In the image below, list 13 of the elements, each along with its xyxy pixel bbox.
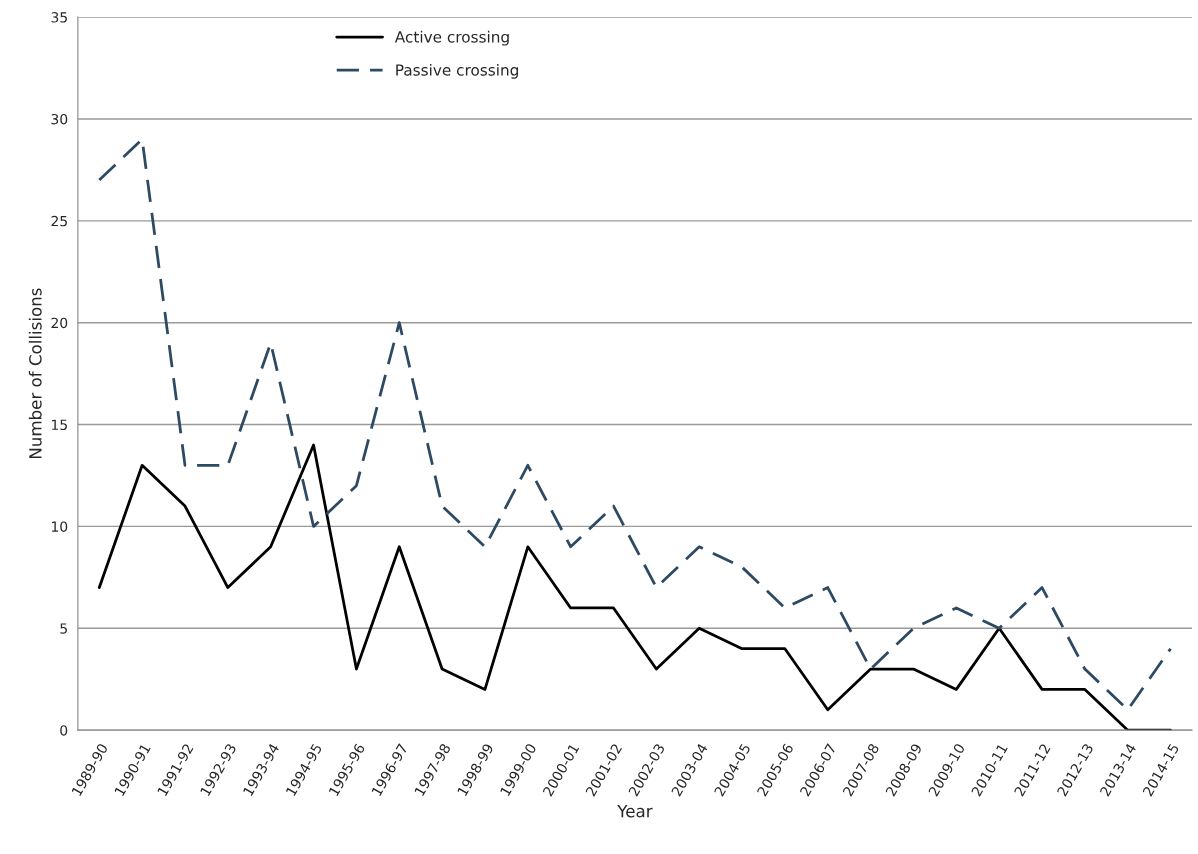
x-axis-title: Year xyxy=(617,805,653,818)
y-axis-title: Number of Collisions xyxy=(28,288,42,459)
legend-label: Passive crossing xyxy=(396,63,518,79)
y-tick-label: 10 xyxy=(52,521,68,532)
y-tick-label: 5 xyxy=(60,623,67,634)
y-tick-label: 0 xyxy=(60,725,68,736)
line-series xyxy=(97,443,1172,731)
y-tick-label: 30 xyxy=(51,113,68,125)
y-tick-label: 20 xyxy=(51,317,68,329)
legend-label: Active crossing xyxy=(394,30,509,46)
y-tick-label: 35 xyxy=(51,12,67,23)
y-tick-label: 25 xyxy=(51,215,67,227)
y-tick-label: 15 xyxy=(52,419,67,431)
